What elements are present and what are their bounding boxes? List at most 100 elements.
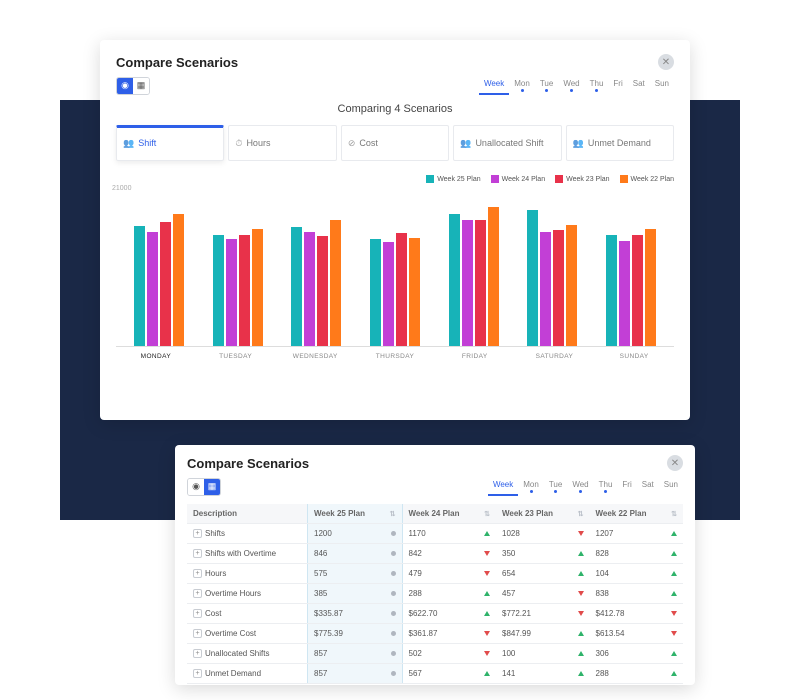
table-row: +Hours575479654104 [187, 564, 683, 584]
day-tab-wed[interactable]: Wed [567, 477, 593, 496]
bar[interactable] [239, 235, 250, 346]
bar[interactable] [147, 232, 158, 346]
day-tab-week[interactable]: Week [488, 477, 518, 496]
sort-icon[interactable]: ⇅ [390, 510, 396, 518]
trend-up-icon [671, 671, 677, 676]
table-view-toggle[interactable]: ▦ [133, 78, 149, 94]
day-tab-thu[interactable]: Thu [585, 76, 609, 95]
close-icon[interactable]: ✕ [667, 455, 683, 471]
value-cell: $613.54 [590, 624, 684, 643]
day-tab-sun[interactable]: Sun [659, 477, 683, 496]
bar[interactable] [173, 214, 184, 346]
bar[interactable] [383, 242, 394, 346]
day-tab-mon[interactable]: Mon [509, 76, 535, 95]
trend-up-icon [484, 611, 490, 616]
comparing-subtitle: Comparing 4 Scenarios [116, 103, 674, 115]
chart-legend: Week 25 PlanWeek 24 PlanWeek 23 PlanWeek… [116, 175, 674, 183]
cell-value: 502 [409, 649, 422, 658]
cell-value: $412.78 [596, 609, 625, 618]
bar[interactable] [632, 235, 643, 346]
trend-up-icon [578, 631, 584, 636]
close-icon[interactable]: ✕ [658, 54, 674, 70]
legend-label: Week 22 Plan [631, 176, 674, 183]
bar[interactable] [134, 226, 145, 346]
column-header[interactable]: Description [187, 504, 307, 523]
bar-group-monday [120, 187, 199, 346]
bar[interactable] [304, 232, 315, 346]
column-header[interactable]: Week 23 Plan⇅ [496, 504, 590, 523]
bar[interactable] [449, 214, 460, 346]
cell-value: 100 [502, 649, 515, 658]
bar[interactable] [488, 207, 499, 346]
column-header[interactable]: Week 25 Plan⇅ [307, 504, 403, 523]
sort-icon[interactable]: ⇅ [484, 510, 490, 518]
bar[interactable] [160, 222, 171, 346]
expand-icon[interactable]: + [193, 549, 202, 558]
bar-group-saturday [513, 187, 592, 346]
expand-icon[interactable]: + [193, 629, 202, 638]
row-label-cell: +Unmet Demand [187, 664, 307, 683]
day-tab-thu[interactable]: Thu [594, 477, 618, 496]
day-tab-week[interactable]: Week [479, 76, 509, 95]
bar[interactable] [226, 239, 237, 346]
bar[interactable] [645, 229, 656, 346]
x-label: SATURDAY [515, 353, 595, 360]
bar[interactable] [606, 235, 617, 346]
chart-view-toggle[interactable]: ◉ [117, 78, 133, 94]
expand-icon[interactable]: + [193, 529, 202, 538]
bar[interactable] [566, 225, 577, 346]
cell-value: 1200 [314, 529, 332, 538]
metric-tab-hours[interactable]: ⏱Hours [228, 125, 336, 161]
bar[interactable] [330, 220, 341, 346]
bar[interactable] [475, 220, 486, 346]
bar[interactable] [527, 210, 538, 346]
metric-tab-unallocated-shift[interactable]: 👥Unallocated Shift [453, 125, 561, 161]
day-tab-tue[interactable]: Tue [535, 76, 559, 95]
bar[interactable] [291, 227, 302, 346]
day-tab-sat[interactable]: Sat [637, 477, 659, 496]
bar[interactable] [409, 238, 420, 346]
x-label: WEDNESDAY [275, 353, 355, 360]
table-row: +Shifts1200117010281207 [187, 524, 683, 544]
metric-tab-cost[interactable]: ⊘Cost [341, 125, 449, 161]
expand-icon[interactable]: + [193, 669, 202, 678]
day-tab-fri[interactable]: Fri [608, 76, 627, 95]
toolbar: ◉ ▦ WeekMonTueWedThuFriSatSun [116, 76, 674, 95]
bar[interactable] [370, 239, 381, 347]
table-row: +Overtime Cost$775.39$361.87$847.99$613.… [187, 624, 683, 644]
bar[interactable] [213, 235, 224, 346]
chart-view-toggle[interactable]: ◉ [188, 479, 204, 495]
day-tab-sat[interactable]: Sat [628, 76, 650, 95]
day-tab-wed[interactable]: Wed [558, 76, 584, 95]
metric-tab-shift[interactable]: 👥Shift [116, 125, 224, 161]
day-tab-fri[interactable]: Fri [617, 477, 636, 496]
expand-icon[interactable]: + [193, 589, 202, 598]
compare-scenarios-chart-panel: Compare Scenarios ✕ ◉ ▦ WeekMonTueWedThu… [100, 40, 690, 420]
cell-value: 567 [409, 669, 422, 678]
day-tab-mon[interactable]: Mon [518, 477, 544, 496]
expand-icon[interactable]: + [193, 609, 202, 618]
value-cell: 306 [590, 644, 684, 663]
sort-icon[interactable]: ⇅ [671, 510, 677, 518]
bar[interactable] [396, 233, 407, 346]
day-tab-tue[interactable]: Tue [544, 477, 568, 496]
metric-tab-unmet-demand[interactable]: 👥Unmet Demand [566, 125, 674, 161]
expand-icon[interactable]: + [193, 649, 202, 658]
table-view-toggle[interactable]: ▦ [204, 479, 220, 495]
value-cell: $622.70 [403, 604, 497, 623]
column-header[interactable]: Week 24 Plan⇅ [403, 504, 497, 523]
expand-icon[interactable]: + [193, 569, 202, 578]
bar[interactable] [619, 241, 630, 346]
value-cell: 104 [590, 564, 684, 583]
value-cell: 502 [403, 644, 497, 663]
cell-value: 306 [596, 649, 609, 658]
bar[interactable] [540, 232, 551, 346]
trend-down-icon [578, 611, 584, 616]
column-header[interactable]: Week 22 Plan⇅ [590, 504, 684, 523]
day-tab-sun[interactable]: Sun [650, 76, 674, 95]
bar[interactable] [317, 236, 328, 346]
bar[interactable] [462, 220, 473, 346]
sort-icon[interactable]: ⇅ [578, 510, 584, 518]
bar[interactable] [553, 230, 564, 346]
bar[interactable] [252, 229, 263, 346]
